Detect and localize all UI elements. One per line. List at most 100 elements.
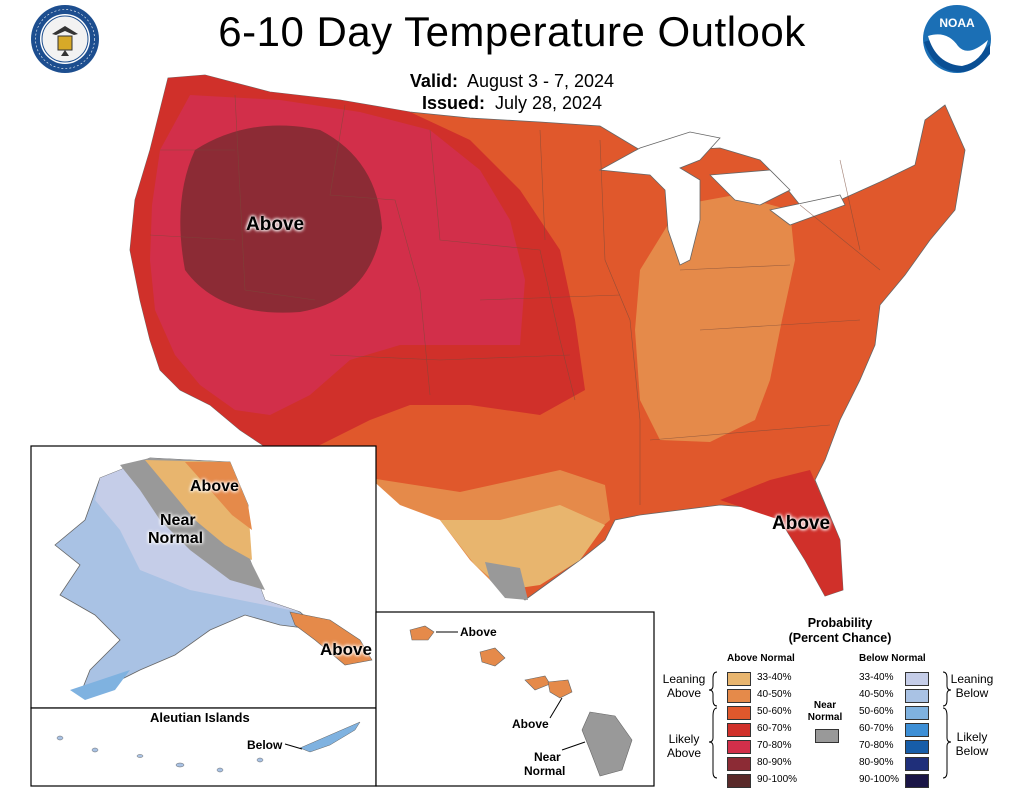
legend-above-label: 40-50% xyxy=(757,689,792,700)
aleutian-islands xyxy=(56,735,264,773)
label-near-hawaii-1: Near xyxy=(534,750,561,764)
legend-near-2: Normal xyxy=(807,712,843,723)
legend-below-row: 70-80% xyxy=(859,738,939,754)
legend-below-row: 33-40% xyxy=(859,670,939,686)
legend-near-swatch xyxy=(815,729,839,743)
legend-leaning-above: Leaning Above xyxy=(659,672,709,700)
legend-below-swatch xyxy=(905,689,929,703)
legend-above-label: 90-100% xyxy=(757,774,798,785)
legend-above-row: 40-50% xyxy=(727,687,807,703)
legend-likely-below: Likely Below xyxy=(947,730,997,758)
conus-region-33-40-texas xyxy=(440,505,605,590)
noaa-logo-text: NOAA xyxy=(939,16,975,30)
legend-above-row: 90-100% xyxy=(727,772,807,788)
conus-region-near-normal-texas xyxy=(485,562,528,600)
aleutian-title: Aleutian Islands xyxy=(150,710,250,725)
conus-region-60-70-florida xyxy=(720,470,843,596)
legend-above-swatch xyxy=(727,757,751,771)
legend-below-row: 60-70% xyxy=(859,721,939,737)
legend-below-label: 50-60% xyxy=(859,706,894,717)
legend-below-swatch xyxy=(905,723,929,737)
label-above-florida: Above xyxy=(772,513,831,534)
legend-below-label: 60-70% xyxy=(859,723,894,734)
hawaii-islands xyxy=(409,625,633,777)
probability-legend: Probability (Percent Chance) Above Norma… xyxy=(655,612,1024,791)
legend-near-normal: Near Normal xyxy=(805,700,845,724)
legend-likely-above-2: Above xyxy=(666,746,702,760)
state-borders xyxy=(149,94,881,505)
legend-above-swatch xyxy=(727,740,751,754)
legend-above-row: 50-60% xyxy=(727,704,807,720)
legend-title: Probability (Percent Chance) xyxy=(755,616,925,646)
label-below-aleutian: Below xyxy=(247,738,283,752)
legend-below-label: 33-40% xyxy=(859,672,894,683)
legend-above-label: 60-70% xyxy=(757,723,792,734)
legend-below-swatch xyxy=(905,740,929,754)
alaska-panhandle xyxy=(289,611,373,666)
legend-below-head: Below Normal xyxy=(859,653,926,664)
valid-label: Valid: xyxy=(409,71,458,91)
legend-leaning-above-1: Leaning xyxy=(662,672,706,686)
legend-below-row: 40-50% xyxy=(859,687,939,703)
page-title: 6-10 Day Temperature Outlook xyxy=(218,8,806,55)
valid-dates: Valid: August 3 - 7, 2024 Issued: July 2… xyxy=(0,70,1024,114)
legend-likely-above: Likely Above xyxy=(659,732,709,760)
legend-above-swatch xyxy=(727,706,751,720)
legend-near-1: Near xyxy=(813,700,837,711)
hawaii-near-pointer xyxy=(561,741,586,751)
great-lakes xyxy=(598,131,846,266)
department-of-commerce-seal-icon xyxy=(31,5,99,73)
legend-above-swatch xyxy=(727,689,751,703)
label-near-hawaii-2: Normal xyxy=(524,764,566,778)
conus-region-40-50-east xyxy=(635,195,795,442)
legend-braces xyxy=(708,671,952,779)
legend-leaning-below-2: Below xyxy=(955,686,989,700)
noaa-logo-icon: NOAA xyxy=(923,5,991,73)
legend-likely-below-2: Below xyxy=(955,744,989,758)
label-above-hawaii-2: Above xyxy=(512,717,549,731)
legend-below-label: 90-100% xyxy=(859,774,900,785)
legend-below-swatch xyxy=(905,672,929,686)
label-above-hawaii-1: Above xyxy=(460,625,497,639)
legend-above-row: 33-40% xyxy=(727,670,807,686)
legend-likely-below-1: Likely xyxy=(956,730,988,744)
legend-above-swatch xyxy=(727,774,751,788)
label-near-alaska-2: Normal xyxy=(148,530,204,547)
alaska-southwest-blue xyxy=(70,670,130,700)
legend-above-label: 80-90% xyxy=(757,757,792,768)
legend-above-row: 80-90% xyxy=(727,755,807,771)
issued-label: Issued: xyxy=(421,93,485,113)
label-above-alaska-southeast: Above xyxy=(320,640,372,659)
legend-above-head: Above Normal xyxy=(727,653,795,664)
legend-title-line-1: Probability xyxy=(807,616,873,630)
label-near-alaska-1: Near xyxy=(160,512,196,529)
legend-likely-above-1: Likely xyxy=(668,732,700,746)
legend-leaning-below-1: Leaning xyxy=(950,672,994,686)
legend-below-row: 90-100% xyxy=(859,772,939,788)
legend-above-row: 70-80% xyxy=(727,738,807,754)
legend-below-row: 80-90% xyxy=(859,755,939,771)
legend-above-swatch xyxy=(727,672,751,686)
legend-below-label: 40-50% xyxy=(859,689,894,700)
aleutian-below-pointer xyxy=(284,743,303,750)
legend-above-swatch xyxy=(727,723,751,737)
legend-below-row: 50-60% xyxy=(859,704,939,720)
legend-below-swatch xyxy=(905,774,929,788)
legend-leaning-above-2: Above xyxy=(666,686,702,700)
issued-value: July 28, 2024 xyxy=(494,93,603,113)
legend-below-label: 70-80% xyxy=(859,740,894,751)
legend-above-label: 33-40% xyxy=(757,672,792,683)
label-above-west: Above xyxy=(246,214,305,235)
hawaii-above-pointer-2 xyxy=(549,697,563,719)
legend-above-label: 70-80% xyxy=(757,740,792,751)
legend-below-swatch xyxy=(905,757,929,771)
label-above-alaska-north: Above xyxy=(190,478,239,495)
conus-region-80-90 xyxy=(180,125,382,313)
legend-above-label: 50-60% xyxy=(757,706,792,717)
legend-below-swatch xyxy=(905,706,929,720)
legend-above-row: 60-70% xyxy=(727,721,807,737)
legend-title-line-2: (Percent Chance) xyxy=(788,631,892,645)
alaska-region-above-40-50 xyxy=(185,462,252,530)
legend-below-label: 80-90% xyxy=(859,757,894,768)
